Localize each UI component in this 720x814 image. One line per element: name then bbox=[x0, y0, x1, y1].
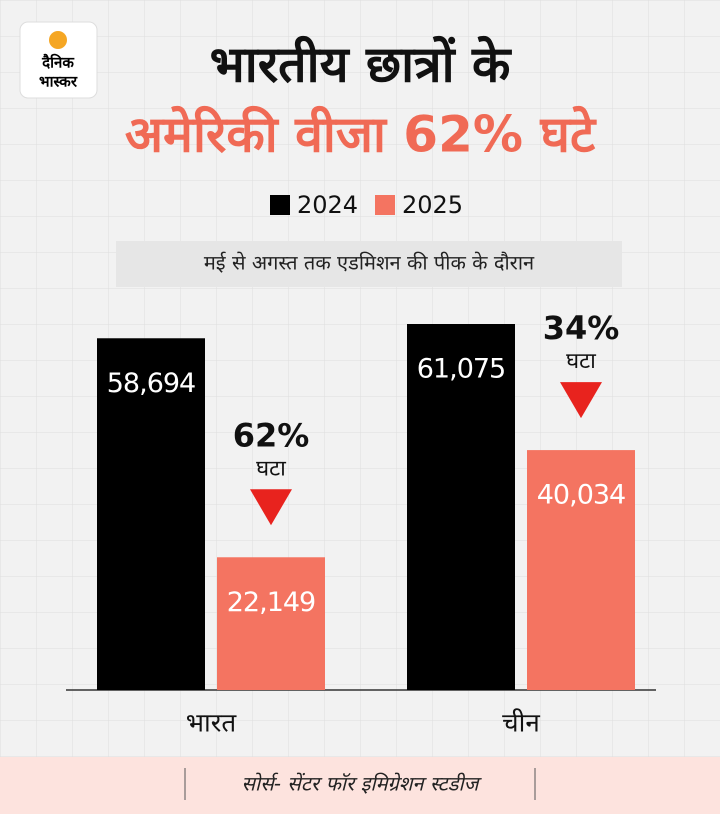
legend-swatch bbox=[375, 195, 395, 215]
logo-text: भास्कर bbox=[39, 73, 78, 91]
chart-subtitle: अमेरिकी वीजा 62% घटे bbox=[125, 106, 597, 164]
data-label: 22,149 bbox=[227, 587, 315, 618]
note: मई से अगस्त तक एडमिशन की पीक के दौरान bbox=[204, 251, 535, 275]
annotation-arrow bbox=[560, 382, 602, 419]
bar bbox=[217, 557, 325, 690]
note-box bbox=[116, 241, 622, 287]
legend-label: 2024 bbox=[297, 191, 358, 219]
logo: दैनिक भास्कर bbox=[19, 21, 98, 99]
x-tick-label: भारत bbox=[186, 709, 238, 739]
data-label: 58,694 bbox=[107, 368, 195, 399]
legend-label: 2025 bbox=[402, 191, 463, 219]
legend-swatch bbox=[270, 195, 290, 215]
annotation-arrow bbox=[250, 489, 292, 526]
annotation-text: घटा bbox=[566, 349, 596, 374]
logo-text: दैनिक bbox=[41, 54, 75, 72]
annotation-percent: 34% bbox=[543, 309, 620, 347]
data-label: 40,034 bbox=[537, 480, 625, 511]
bar bbox=[407, 324, 515, 690]
source: सोर्स- सेंटर फॉर इमिग्रेशन स्टडीज bbox=[242, 772, 483, 796]
logo-box bbox=[19, 21, 98, 99]
logo-sun bbox=[49, 31, 67, 49]
footer-band bbox=[0, 757, 720, 814]
bar bbox=[97, 338, 205, 690]
x-tick-label: चीन bbox=[502, 708, 540, 739]
chart-title: भारतीय छात्रों के bbox=[210, 36, 512, 94]
annotation-text: घटा bbox=[256, 456, 286, 481]
annotation-percent: 62% bbox=[233, 416, 310, 454]
bar bbox=[527, 450, 635, 690]
data-label: 61,075 bbox=[417, 354, 505, 385]
